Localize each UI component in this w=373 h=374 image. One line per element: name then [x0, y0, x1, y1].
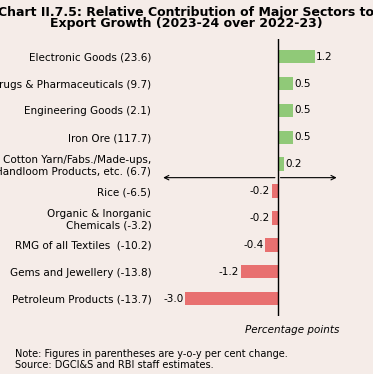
- Bar: [272, 211, 278, 225]
- Text: 0.2: 0.2: [285, 159, 302, 169]
- Bar: [278, 131, 293, 144]
- Text: -1.2: -1.2: [219, 267, 239, 277]
- Text: 0.5: 0.5: [295, 105, 311, 116]
- Bar: [278, 104, 293, 117]
- Bar: [272, 184, 278, 198]
- Text: -0.2: -0.2: [250, 186, 270, 196]
- Text: -3.0: -3.0: [163, 294, 184, 304]
- Bar: [241, 265, 278, 278]
- Bar: [278, 77, 293, 91]
- Bar: [278, 157, 284, 171]
- Text: -0.2: -0.2: [250, 213, 270, 223]
- Bar: [185, 292, 278, 305]
- Text: -0.4: -0.4: [244, 240, 264, 250]
- Bar: [278, 50, 315, 64]
- Text: 0.5: 0.5: [295, 79, 311, 89]
- Text: Percentage points: Percentage points: [245, 325, 339, 335]
- Text: 1.2: 1.2: [316, 52, 333, 62]
- Text: Export Growth (2023-24 over 2022-23): Export Growth (2023-24 over 2022-23): [50, 17, 323, 30]
- Text: 0.5: 0.5: [295, 132, 311, 142]
- Text: Note: Figures in parentheses are y-o-y per cent change.
Source: DGCI&S and RBI s: Note: Figures in parentheses are y-o-y p…: [15, 349, 288, 370]
- Bar: [265, 238, 278, 252]
- Text: Chart II.7.5: Relative Contribution of Major Sectors to: Chart II.7.5: Relative Contribution of M…: [0, 6, 373, 19]
